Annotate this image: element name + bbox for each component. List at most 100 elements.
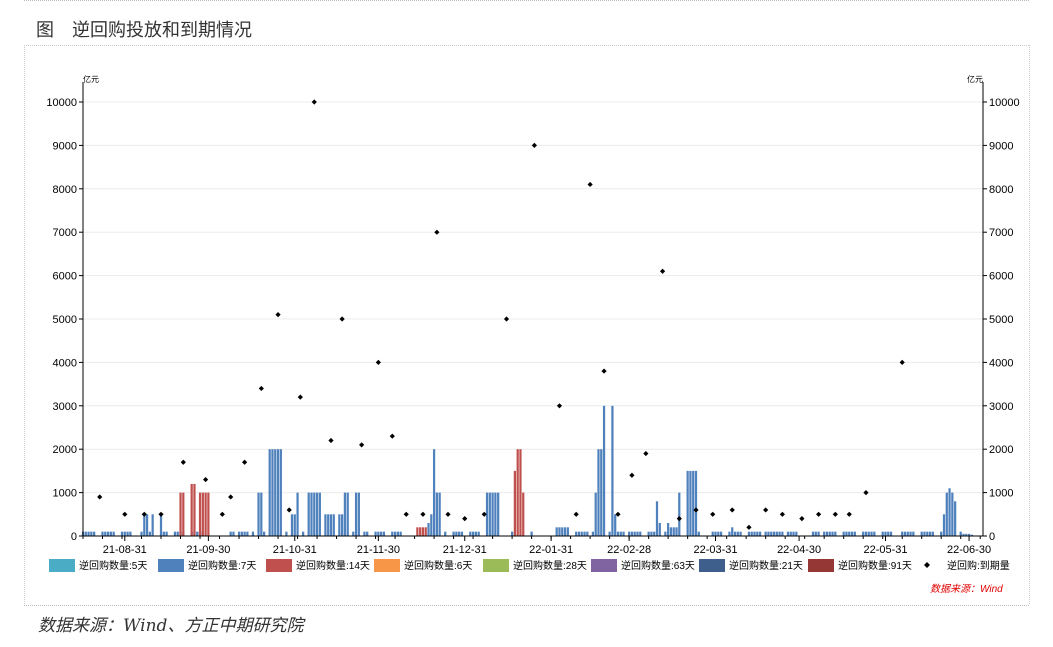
y-tick-label-left: 5000	[53, 314, 77, 326]
bar	[669, 527, 673, 536]
bar	[193, 483, 196, 536]
bar	[817, 531, 820, 536]
bar	[689, 470, 692, 536]
bar	[848, 531, 851, 536]
bar	[179, 492, 182, 536]
bar	[313, 492, 316, 536]
bar	[870, 531, 873, 536]
maturity-point	[659, 268, 666, 274]
bar	[733, 531, 737, 536]
bar	[296, 492, 299, 536]
maturity-point	[375, 359, 381, 365]
bar	[948, 488, 951, 536]
bar	[555, 527, 558, 536]
x-tick-label: 22-06-30	[947, 544, 991, 556]
bar	[123, 531, 126, 536]
bar	[274, 449, 277, 536]
bar	[346, 492, 349, 536]
y-tick-label-right: 8000	[989, 184, 1013, 196]
bar	[435, 492, 438, 536]
bar	[923, 531, 926, 536]
bar	[756, 531, 759, 536]
bar	[795, 531, 798, 536]
bar	[324, 514, 327, 536]
bar	[257, 492, 260, 536]
legend-swatch	[699, 559, 725, 572]
bar	[101, 531, 104, 536]
bar	[675, 527, 678, 536]
y-tick-label-left: 8000	[53, 184, 77, 196]
bar	[928, 531, 932, 536]
bar	[327, 514, 330, 536]
maturity-point	[799, 516, 805, 522]
maturity-point	[141, 511, 147, 517]
bar	[182, 492, 185, 536]
maturity-point	[158, 511, 164, 517]
maturity-point	[531, 142, 537, 148]
maturity-point	[629, 472, 635, 478]
maturity-point	[389, 433, 395, 439]
bar	[845, 531, 848, 536]
bar	[831, 531, 834, 536]
bar	[583, 531, 586, 536]
bar	[151, 514, 154, 536]
bar	[792, 531, 795, 536]
bar	[954, 501, 957, 536]
maturity-point	[573, 511, 579, 517]
bar	[293, 514, 296, 536]
bar	[366, 531, 369, 536]
bar	[419, 527, 422, 536]
bar	[302, 531, 305, 536]
maturity-point	[339, 316, 345, 322]
bar	[586, 531, 589, 536]
y-tick-label-right: 4000	[989, 357, 1013, 369]
x-tick-label: 21-09-30	[186, 544, 230, 556]
wind-watermark: 数据来源：Wind	[930, 583, 1003, 595]
maturity-point	[863, 490, 869, 496]
bar	[460, 531, 464, 536]
right-unit-label: 亿元	[967, 74, 983, 84]
bar	[758, 531, 762, 536]
bar	[427, 522, 430, 536]
bar	[173, 531, 177, 536]
legend-label: 逆回购数量:6天	[404, 559, 472, 572]
legend-marker	[924, 562, 930, 568]
bar	[198, 492, 202, 536]
maturity-point	[615, 511, 621, 517]
legend-swatch	[808, 559, 834, 572]
bar	[778, 531, 781, 536]
x-tick-label: 21-11-30	[357, 544, 400, 556]
bar	[967, 533, 971, 536]
x-tick-label: 22-05-31	[863, 544, 907, 556]
maturity-point	[420, 511, 426, 517]
bar	[577, 531, 581, 536]
y-tick-label-left: 7000	[53, 227, 77, 239]
x-tick-label: 21-10-31	[273, 544, 317, 556]
legend-label: 逆回购数量:7天	[188, 559, 256, 572]
bar	[452, 531, 455, 536]
grid-lines	[83, 101, 983, 494]
bar	[775, 531, 778, 536]
bar	[432, 449, 436, 536]
legend-swatch	[374, 559, 400, 572]
maturity-point	[710, 511, 716, 517]
bar	[93, 531, 96, 536]
left-border	[24, 45, 25, 604]
bar	[474, 531, 477, 536]
maturity-point	[122, 511, 128, 517]
bar	[873, 531, 876, 536]
bar	[343, 492, 347, 536]
legend-swatch	[483, 559, 509, 572]
bar	[653, 531, 656, 536]
bar	[332, 514, 335, 536]
y-tick-label-left: 3000	[53, 401, 77, 413]
bar	[686, 470, 689, 536]
bar	[497, 492, 500, 536]
y-tick-label-left: 1000	[53, 488, 77, 500]
bar	[965, 533, 968, 536]
maturity-point	[219, 511, 225, 517]
bar	[728, 531, 731, 536]
maturity-point	[503, 316, 510, 322]
bar	[692, 470, 695, 536]
bar	[176, 531, 179, 536]
